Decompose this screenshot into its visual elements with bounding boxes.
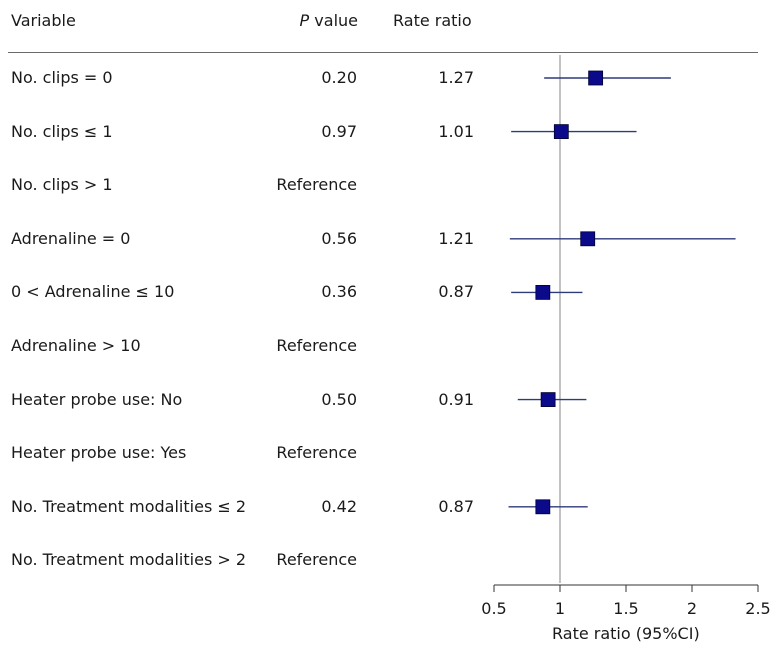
point-estimate-marker bbox=[535, 284, 551, 300]
row-label: Heater probe use: No bbox=[11, 389, 183, 409]
header-divider bbox=[8, 52, 758, 53]
row-p-value: 0.97 bbox=[321, 121, 357, 141]
p-value-suffix: value bbox=[309, 11, 358, 30]
point-estimate-marker bbox=[553, 124, 569, 139]
point-estimate-marker bbox=[588, 70, 604, 86]
row-rate-ratio: 0.87 bbox=[438, 282, 474, 302]
row-p-value: Reference bbox=[276, 175, 357, 195]
row-rate-ratio: 1.21 bbox=[438, 228, 474, 248]
row-label: Adrenaline = 0 bbox=[11, 228, 131, 248]
row-p-value: Reference bbox=[276, 443, 357, 463]
row-p-value: Reference bbox=[276, 336, 357, 355]
row-p-value: 0.20 bbox=[321, 68, 357, 87]
p-italic: P bbox=[299, 11, 310, 30]
row-label: No. Treatment modalities > 2 bbox=[11, 550, 247, 570]
row-label: No. clips ≤ 1 bbox=[11, 121, 113, 141]
x-tick-label: 1 bbox=[555, 599, 565, 618]
row-p-value: 0.56 bbox=[321, 228, 357, 248]
row-label: Adrenaline > 10 bbox=[11, 336, 141, 355]
row-rate-ratio: 1.27 bbox=[438, 68, 474, 87]
row-p-value: 0.50 bbox=[321, 389, 357, 409]
point-estimate-marker bbox=[540, 392, 556, 408]
point-estimate-marker bbox=[535, 499, 551, 515]
variable-column-header: Variable bbox=[11, 11, 76, 30]
row-label: No. Treatment modalities ≤ 2 bbox=[11, 496, 247, 516]
p-value-column-header: P value bbox=[300, 11, 358, 30]
row-rate-ratio: 0.91 bbox=[438, 389, 474, 409]
point-estimate-marker bbox=[580, 231, 596, 247]
row-label: No. clips > 1 bbox=[11, 175, 113, 195]
x-axis-title: Rate ratio (95%CI) bbox=[552, 624, 700, 643]
x-tick-label: 0.5 bbox=[481, 599, 506, 618]
x-tick-label: 2.5 bbox=[745, 599, 770, 618]
x-tick-label: 1.5 bbox=[613, 599, 638, 618]
row-p-value: 0.36 bbox=[321, 282, 357, 302]
row-label: 0 < Adrenaline ≤ 10 bbox=[11, 282, 175, 302]
row-label: No. clips = 0 bbox=[11, 68, 113, 87]
row-rate-ratio: 0.87 bbox=[438, 496, 474, 516]
rate-ratio-column-header: Rate ratio bbox=[393, 11, 472, 30]
row-p-value: 0.42 bbox=[321, 496, 357, 516]
row-label: Heater probe use: Yes bbox=[11, 443, 187, 463]
x-tick-label: 2 bbox=[687, 599, 697, 618]
row-p-value: Reference bbox=[276, 550, 357, 570]
row-rate-ratio: 1.01 bbox=[438, 121, 474, 141]
